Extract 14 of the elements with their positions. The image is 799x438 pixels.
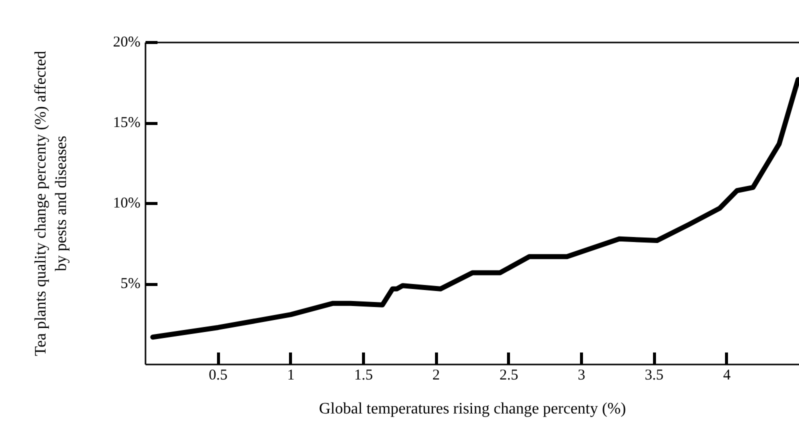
x-tick-label: 3.5 — [644, 368, 664, 384]
x-tick-label: 1.5 — [354, 368, 373, 384]
x-tick-label: 3 — [578, 368, 586, 384]
x-tick-label: 1 — [287, 368, 295, 384]
y-tick-label: 15% — [113, 115, 141, 131]
y-axis-title: Tea plants quality change percenty (%) affected by pests and diseases — [32, 50, 70, 356]
y-tick-label: 5% — [120, 276, 141, 292]
x-tick-label: 4 — [723, 368, 732, 384]
y-tick-label: 20% — [113, 34, 141, 50]
x-tick-label: 2 — [432, 368, 440, 384]
y-tick-label: 10% — [113, 196, 141, 212]
x-tick-label: 2.5 — [499, 368, 518, 384]
x-axis-title: Global temperatures rising change percenty (%) — [319, 400, 626, 418]
x-tick-label: 0.5 — [208, 368, 228, 384]
